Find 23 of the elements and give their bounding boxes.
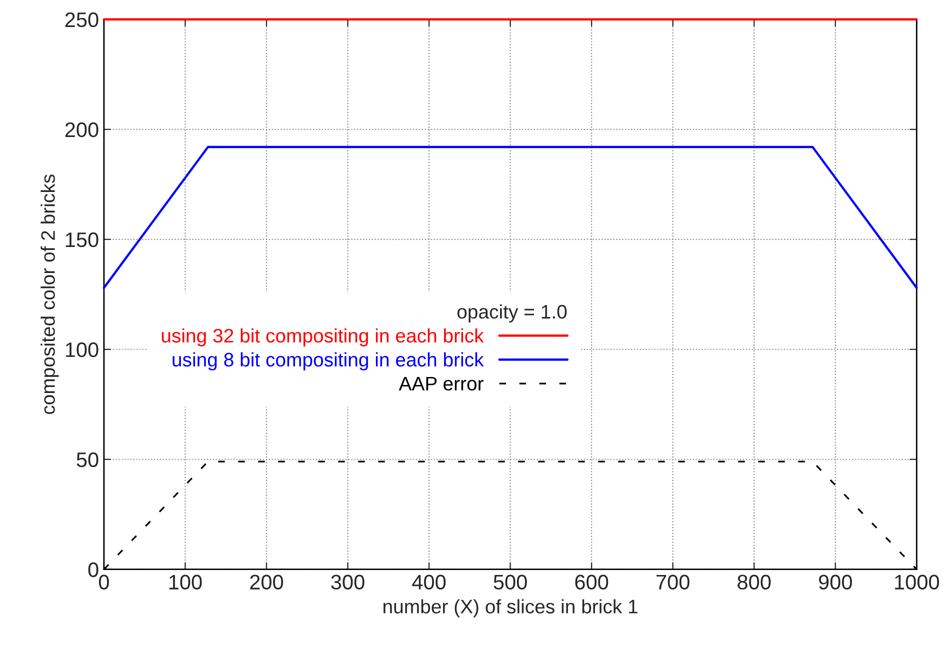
x-tick-label: 600: [575, 574, 608, 590]
x-tick-label: 400: [412, 574, 446, 590]
x-tick-label: 0: [98, 574, 109, 590]
y-axis-title: composited color of 2 bricks: [40, 174, 59, 414]
x-tick-label: 1000: [895, 574, 940, 590]
y-tick-label: 0: [88, 562, 98, 578]
legend-label: AAP error: [398, 376, 484, 391]
y-tick-label: 150: [66, 232, 98, 248]
x-tick-label: 100: [169, 574, 202, 590]
y-tick-label: 50: [76, 452, 98, 468]
x-tick-label: 200: [250, 574, 284, 590]
x-tick-label: 500: [494, 574, 527, 590]
legend-title: opacity = 1.0: [457, 304, 567, 323]
x-tick-label: 900: [818, 574, 852, 590]
y-tick-label: 100: [66, 342, 98, 358]
x-tick-label: 300: [331, 574, 364, 590]
y-tick-label: 200: [65, 122, 98, 138]
y-tick-label: 250: [65, 12, 98, 28]
legend-label: using 8 bit compositing in each brick: [172, 352, 484, 370]
x-tick-label: 700: [656, 574, 690, 590]
x-axis-title: number (X) of slices in brick 1: [384, 599, 638, 618]
legend-label: using 32 bit compositing in each brick: [162, 328, 484, 346]
x-tick-label: 800: [738, 574, 771, 590]
